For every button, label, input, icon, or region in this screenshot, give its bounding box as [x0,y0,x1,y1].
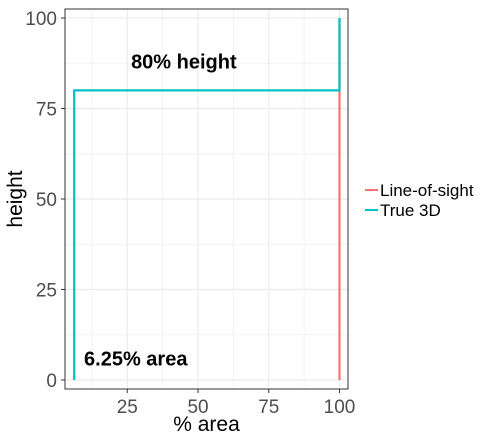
y-axis-title: height [4,170,27,227]
y-tick-label: 50 [36,190,57,211]
x-tick-label: 75 [258,397,279,418]
x-tick-label: 50 [187,397,208,418]
annotations: 80% height 6.25% area [84,52,237,371]
legend-label-true-3d: True 3D [380,201,441,220]
ticks: 25 50 75 100 0 25 50 75 100 [25,9,355,418]
y-tick-label: 100 [25,9,57,30]
series-line-true-3d [73,18,341,380]
y-tick-label: 25 [36,280,57,301]
annotation-label: 6.25% area [84,348,188,370]
x-tick-label: 100 [324,397,356,418]
series-layer [73,18,341,380]
y-tick-label: 75 [36,100,57,121]
x-tick-label: 25 [117,397,138,418]
y-tick-label: 0 [46,371,57,392]
x-axis-title: % area [173,413,240,436]
legend: Line-of-sight True 3D [365,181,474,220]
annotation-label: 80% height [131,52,237,74]
legend-label-line-of-sight: Line-of-sight [380,181,474,200]
